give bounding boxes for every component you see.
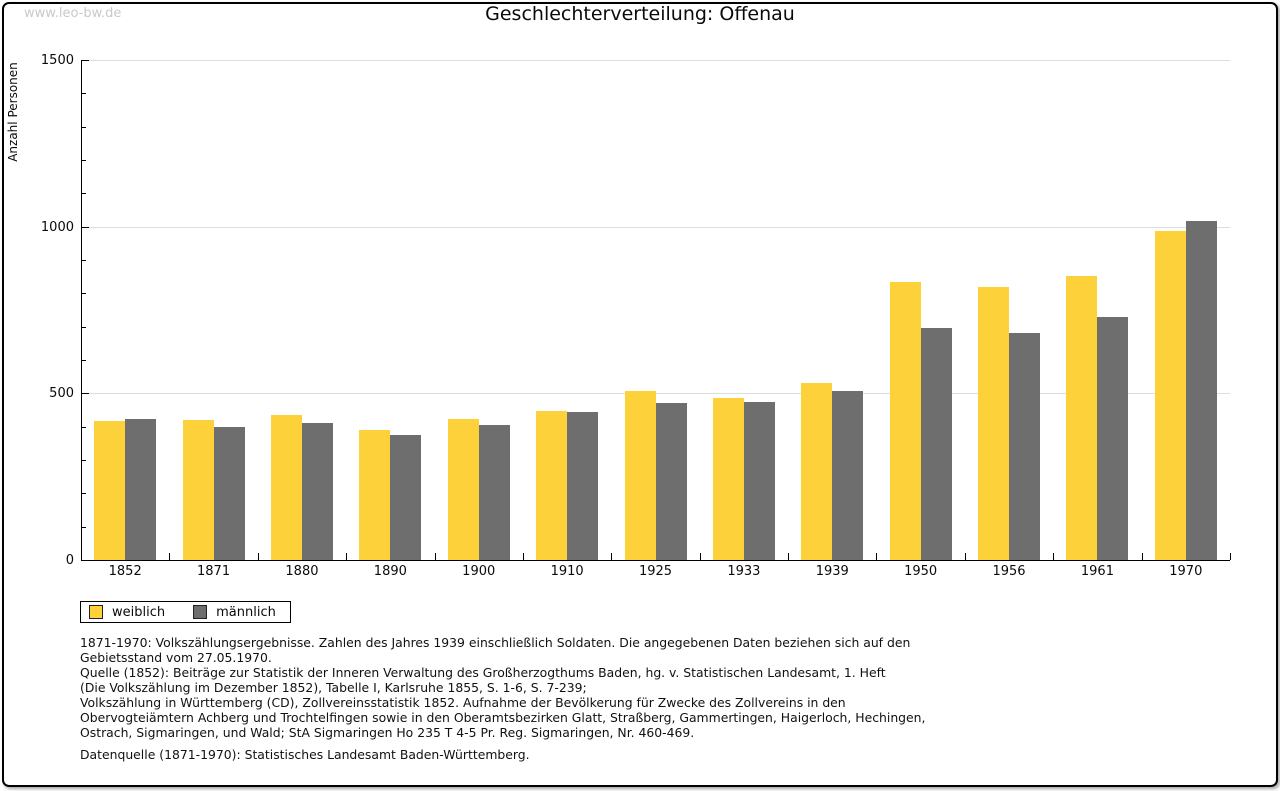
y-minor-tick-1200 — [82, 160, 86, 161]
x-tick-label-1950: 1950 — [904, 564, 938, 579]
x-tick-label-1890: 1890 — [373, 564, 407, 579]
legend-swatch-männlich — [193, 605, 208, 619]
y-minor-tick-1300 — [82, 126, 86, 128]
watermark: www.leo-bw.de — [24, 6, 122, 21]
x-tick-label-1939: 1939 — [815, 564, 849, 579]
x-tick-label-1961: 1961 — [1080, 564, 1114, 579]
y-major-tick-0 — [82, 560, 89, 561]
bar-weiblich-1950 — [889, 281, 921, 560]
bar-männlich-1900 — [478, 424, 510, 560]
x-tick-label-1970: 1970 — [1169, 564, 1203, 579]
y-minor-tick-1400 — [82, 93, 86, 95]
gridline-1500 — [81, 60, 1230, 61]
chart-title: Geschlechterverteilung: Offenau — [485, 3, 795, 25]
footnote-line-3: Quelle (1852): Beiträge zur Statistik de… — [80, 665, 886, 680]
x-axis — [81, 560, 1230, 561]
bar-weiblich-1961 — [1066, 275, 1098, 560]
x-tick-6 — [611, 553, 613, 560]
x-tick-0 — [81, 553, 82, 560]
y-major-tick-1000 — [82, 226, 89, 228]
bar-weiblich-1910 — [536, 411, 568, 560]
bar-weiblich-1900 — [447, 419, 479, 560]
y-major-tick-500 — [82, 393, 89, 395]
y-tick-label-0: 0 — [65, 553, 74, 568]
x-tick-label-1900: 1900 — [462, 564, 496, 579]
x-tick-label-1910: 1910 — [550, 564, 584, 579]
bar-weiblich-1890 — [359, 430, 391, 560]
y-major-tick-1500 — [82, 60, 89, 61]
footnotes: 1871-1970: Volkszählungsergebnisse. Zahl… — [80, 635, 1200, 740]
bar-weiblich-1880 — [270, 414, 302, 560]
x-tick-10 — [964, 553, 966, 560]
bar-männlich-1939 — [832, 391, 864, 560]
y-tick-label-1000: 1000 — [40, 219, 74, 235]
bar-männlich-1880 — [301, 423, 333, 560]
bar-weiblich-1956 — [978, 286, 1010, 560]
x-tick-label-1880: 1880 — [285, 564, 319, 579]
legend-swatch-weiblich — [89, 605, 103, 619]
bar-weiblich-1970 — [1154, 230, 1186, 560]
x-tick-11 — [1053, 553, 1055, 560]
x-tick-label-1956: 1956 — [992, 564, 1026, 579]
x-tick-label-1871: 1871 — [197, 564, 231, 579]
legend-item-männlich: männlich — [193, 605, 276, 620]
y-tick-label-1500: 1500 — [40, 53, 74, 68]
bar-männlich-1970 — [1185, 221, 1217, 560]
y-minor-tick-800 — [82, 293, 86, 295]
y-minor-tick-400 — [82, 426, 86, 428]
x-tick-7 — [699, 553, 701, 560]
x-tick-2 — [257, 553, 259, 560]
bar-männlich-1950 — [920, 327, 952, 560]
y-minor-tick-300 — [82, 460, 86, 461]
x-tick-8 — [788, 553, 790, 560]
bar-männlich-1925 — [655, 403, 687, 560]
x-tick-1 — [169, 553, 171, 560]
y-axis — [81, 60, 82, 561]
y-minor-tick-100 — [82, 526, 86, 528]
bar-männlich-1956 — [1009, 332, 1041, 560]
y-minor-tick-700 — [82, 326, 86, 328]
x-tick-9 — [876, 553, 878, 560]
bar-weiblich-1933 — [712, 398, 744, 560]
x-tick-label-1852: 1852 — [108, 564, 142, 579]
footnote-line-5: Volkszählung in Württemberg (CD), Zollve… — [80, 695, 846, 710]
x-tick-label-1933: 1933 — [727, 564, 761, 579]
bar-weiblich-1939 — [801, 383, 833, 560]
x-tick-12 — [1141, 553, 1143, 560]
legend-item-weiblich: weiblich — [89, 605, 165, 620]
x-tick-label-1925: 1925 — [638, 564, 673, 579]
legend-label-männlich: männlich — [216, 604, 276, 620]
footnote-line-7: Ostrach, Sigmaringen, und Wald; StA Sigm… — [80, 725, 695, 740]
bar-weiblich-1925 — [624, 391, 656, 560]
y-minor-tick-200 — [82, 493, 86, 495]
bar-weiblich-1852 — [94, 421, 126, 560]
x-tick-4 — [434, 553, 436, 560]
footnote-line-2: Gebietsstand vom 27.05.1970. — [80, 650, 272, 665]
footnote-line-6: Obervogteiämtern Achberg und Trochtelfin… — [80, 710, 926, 725]
bar-weiblich-1871 — [182, 419, 214, 560]
y-minor-tick-1100 — [82, 193, 86, 195]
y-tick-label-500: 500 — [49, 386, 74, 402]
bar-männlich-1961 — [1097, 317, 1129, 560]
y-minor-tick-900 — [82, 260, 86, 261]
footnote-line-4: (Die Volkszählung im Dezember 1852), Tab… — [80, 680, 587, 695]
datasource-line: Datenquelle (1871-1970): Statistisches L… — [80, 747, 530, 762]
gridline-1000 — [81, 226, 1230, 228]
x-tick-13 — [1230, 553, 1231, 560]
x-tick-5 — [522, 553, 524, 560]
bar-männlich-1890 — [390, 435, 422, 560]
legend-label-weiblich: weiblich — [112, 604, 166, 620]
x-tick-3 — [346, 553, 348, 560]
bar-männlich-1852 — [125, 419, 157, 560]
gridline-500 — [81, 393, 1230, 395]
legend: weiblich männlich — [80, 601, 291, 623]
bar-männlich-1871 — [213, 427, 245, 560]
bar-männlich-1933 — [743, 402, 775, 560]
bar-männlich-1910 — [567, 412, 599, 560]
y-minor-tick-600 — [82, 360, 86, 361]
footnote-line-1: 1871-1970: Volkszählungsergebnisse. Zahl… — [80, 635, 911, 650]
